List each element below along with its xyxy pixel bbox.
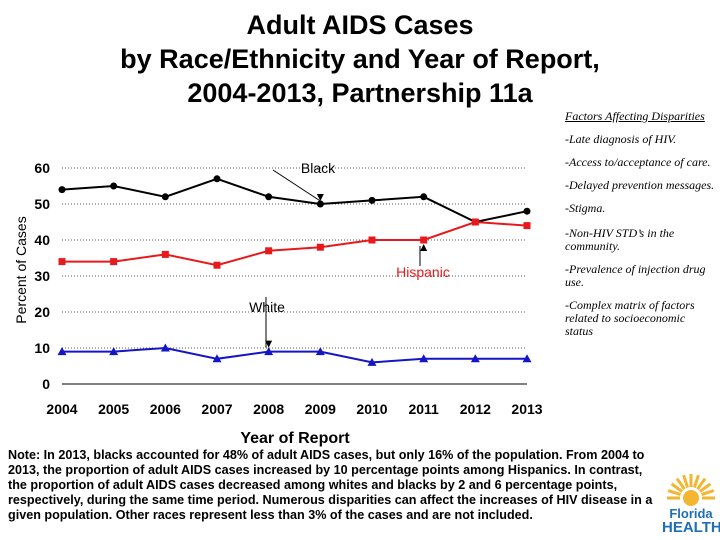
factor-item: -Complex matrix of factors related to so… xyxy=(565,298,695,338)
data-point-hispanic xyxy=(213,261,221,269)
data-point-hispanic xyxy=(265,247,273,255)
data-point-white xyxy=(470,354,480,363)
data-point-black xyxy=(58,186,66,194)
sun-ray xyxy=(667,489,682,497)
factor-item: -Stigma. xyxy=(565,201,606,215)
sun-ray xyxy=(700,489,715,497)
line-chart: 0 10 20 30 40 50 60 2004 2005 2006 2007 2008 2009 201… xyxy=(13,160,543,447)
logo-line-2: HEALTH xyxy=(662,519,720,536)
y-tick-label: 50 xyxy=(34,196,50,212)
data-point-black xyxy=(368,196,376,204)
x-tick-label: 2004 xyxy=(46,401,77,417)
data-point-hispanic xyxy=(471,218,479,226)
data-point-white xyxy=(367,357,377,366)
factor-item: -Delayed prevention messages. xyxy=(565,178,715,192)
data-point-white xyxy=(315,347,325,356)
data-point-hispanic xyxy=(110,258,118,266)
x-tick-label: 2008 xyxy=(253,401,284,417)
data-point-hispanic xyxy=(420,236,428,244)
series-line-black xyxy=(61,177,528,224)
factors-header: Factors Affecting Disparities xyxy=(565,109,705,123)
title-line-2: by Race/Ethnicity and Year of Report, xyxy=(120,44,600,74)
florida-health-logo: Florida HEALTH xyxy=(662,468,720,538)
x-tick-label: 2007 xyxy=(201,401,232,417)
data-point-black xyxy=(523,207,531,215)
x-axis-title: Year of Report xyxy=(240,430,350,447)
series-line-white xyxy=(62,346,527,364)
arrowhead xyxy=(420,244,428,251)
x-tick-label: 2012 xyxy=(460,401,491,417)
data-point-black xyxy=(161,193,169,201)
data-point-black xyxy=(265,193,273,201)
data-point-white xyxy=(57,347,67,356)
y-tick-label: 30 xyxy=(34,268,50,284)
data-point-white xyxy=(522,354,532,363)
sun-ray xyxy=(699,482,712,493)
title-line-1: Adult AIDS Cases xyxy=(246,10,474,40)
arrowhead xyxy=(265,340,273,348)
sun-ray xyxy=(670,482,683,493)
data-point-black xyxy=(420,193,428,201)
x-tick-label: 2005 xyxy=(98,401,129,417)
annotation-label-hispanic: Hispanic xyxy=(396,264,450,280)
data-point-white xyxy=(419,354,429,363)
data-point-white xyxy=(160,343,170,352)
annotation-arrow-black xyxy=(272,169,321,202)
x-tick-label: 2010 xyxy=(356,401,387,417)
data-point-white xyxy=(264,347,274,356)
data-point-black xyxy=(316,200,324,208)
sun-ray xyxy=(696,477,707,490)
factor-item: -Access to/acceptance of care. xyxy=(565,155,711,169)
chart-title: Adult AIDS Cases by Race/Ethnicity and Y… xyxy=(80,8,640,110)
data-point-hispanic xyxy=(368,236,376,244)
y-axis-title: Percent of Cases xyxy=(13,216,29,323)
factor-item: -Late diagnosis of HIV. xyxy=(565,132,677,146)
y-tick-label: 20 xyxy=(34,304,50,320)
logo-line-1: Florida xyxy=(669,506,713,521)
x-tick-label: 2009 xyxy=(305,401,336,417)
data-point-black xyxy=(213,175,221,183)
factor-item: -Non-HIV STD’s in the community. xyxy=(565,226,675,253)
factors-panel: Factors Affecting Disparities -Late diag… xyxy=(565,110,715,348)
y-tick-label: 0 xyxy=(42,376,50,392)
annotation-label-white: White xyxy=(249,299,285,315)
sun-ray xyxy=(675,477,686,490)
sun-ray xyxy=(692,474,700,489)
y-tick-label: 60 xyxy=(34,160,50,176)
data-point-hispanic xyxy=(58,258,66,266)
x-tick-label: 2013 xyxy=(511,401,542,417)
data-point-white xyxy=(212,354,222,363)
data-point-hispanic xyxy=(316,243,324,251)
y-tick-label: 10 xyxy=(34,340,50,356)
y-tick-label: 40 xyxy=(34,232,50,248)
data-point-hispanic xyxy=(523,222,531,230)
title-line-3: 2004-2013, Partnership 11a xyxy=(187,78,533,108)
factor-item: -Prevalence of injection drug use. xyxy=(565,262,706,289)
data-point-hispanic xyxy=(161,250,169,258)
sun-icon xyxy=(667,474,715,506)
series-line-hispanic xyxy=(62,220,528,267)
data-point-white xyxy=(109,347,119,356)
x-tick-label: 2006 xyxy=(150,401,181,417)
data-point-black xyxy=(110,182,118,190)
arrowhead xyxy=(316,194,324,201)
sun-ray xyxy=(682,474,690,489)
x-tick-label: 2011 xyxy=(408,401,439,417)
footnote: Note: In 2013, blacks accounted for 48% … xyxy=(8,448,653,522)
annotation-label-black: Black xyxy=(301,160,336,176)
